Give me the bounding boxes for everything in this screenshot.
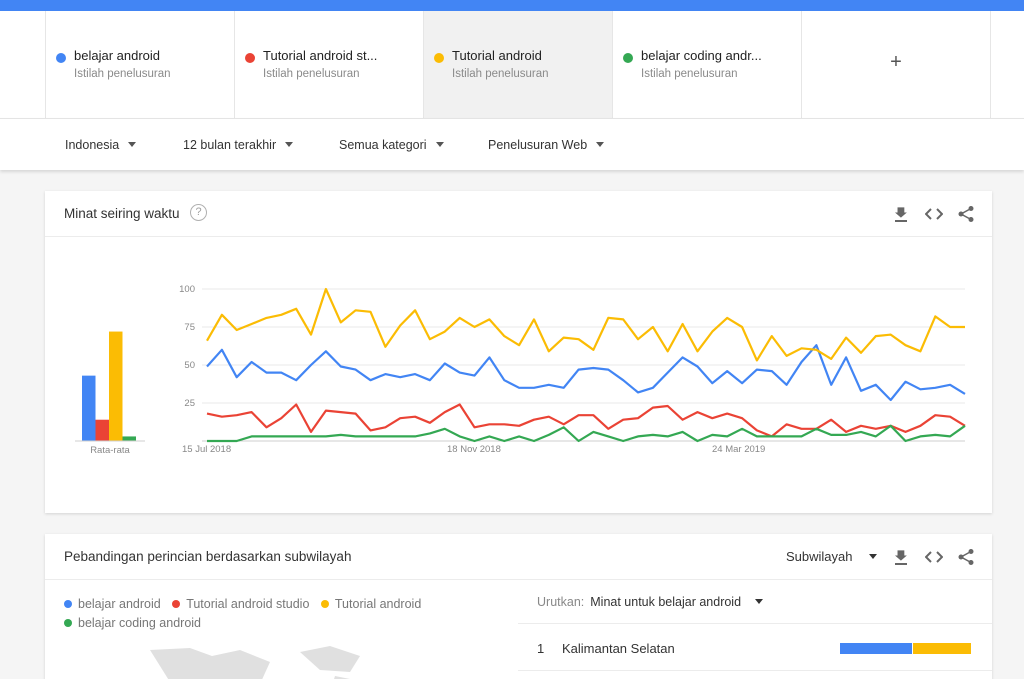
top-accent-bar xyxy=(0,0,1024,11)
card-header: Minat seiring waktu ? xyxy=(45,191,992,237)
term-type: Istilah penelusuran xyxy=(641,68,738,80)
card-header: Pebandingan perincian berdasarkan subwil… xyxy=(45,534,992,580)
period-filter[interactable]: 12 bulan terakhir xyxy=(183,138,294,152)
region-name: Kalimantan Selatan xyxy=(562,641,675,656)
term-name: Tutorial android xyxy=(452,48,542,63)
region-filter[interactable]: Indonesia xyxy=(65,138,137,152)
interest-over-time-card: Minat seiring waktu ? 100 75 50 25 15 Jul 20… xyxy=(45,191,992,513)
search-terms-bar: belajar android Istilah penelusuran Tuto… xyxy=(0,11,1024,118)
average-bar xyxy=(109,331,123,441)
chevron-down-icon xyxy=(128,142,137,148)
legend-dot xyxy=(172,599,181,608)
average-bar xyxy=(82,375,96,441)
term-color-dot xyxy=(245,53,255,63)
term-color-dot xyxy=(623,53,633,63)
embed-icon[interactable] xyxy=(925,548,943,566)
legend-dot xyxy=(320,599,329,608)
average-bar xyxy=(122,436,136,441)
term-color-dot xyxy=(434,53,444,63)
term-type: Istilah penelusuran xyxy=(263,68,360,80)
y-tick-label: 50 xyxy=(184,360,195,371)
category-filter[interactable]: Semua kategori xyxy=(339,138,444,152)
legend-dot xyxy=(64,599,72,608)
sort-control: Urutkan: Minat untuk belajar android xyxy=(537,595,764,609)
term-name: belajar coding andr... xyxy=(641,48,762,63)
legend-item: Tutorial android xyxy=(320,595,422,614)
chevron-down-icon xyxy=(285,142,294,148)
term-name: Tutorial android st... xyxy=(263,48,378,63)
series-line xyxy=(206,344,966,402)
legend-item: belajar coding android xyxy=(64,614,201,633)
map-legend: belajar android Tutorial android studio … xyxy=(64,595,464,633)
download-icon[interactable] xyxy=(892,205,910,223)
plus-icon: + xyxy=(890,51,902,73)
average-label: Rata-rata xyxy=(90,445,130,456)
share-icon[interactable] xyxy=(957,548,975,566)
interest-chart: 100 75 50 25 15 Jul 2018 18 Nov 2018 24 Mar 20… xyxy=(75,284,966,456)
y-tick-label: 100 xyxy=(179,284,195,295)
region-comparison-card: Pebandingan perincian berdasarkan subwil… xyxy=(45,534,992,679)
chevron-down-icon xyxy=(596,142,605,148)
x-tick-label: 18 Nov 2018 xyxy=(447,444,501,455)
add-term-button[interactable]: + xyxy=(801,11,991,118)
term-chip-1[interactable]: belajar android Istilah penelusuran xyxy=(45,11,234,118)
legend-label: Tutorial android studio xyxy=(186,597,310,611)
share-icon[interactable] xyxy=(957,205,975,223)
y-tick-label: 25 xyxy=(184,398,195,409)
chevron-down-icon[interactable] xyxy=(755,599,764,605)
region-map[interactable] xyxy=(150,642,380,679)
legend-dot xyxy=(64,618,72,627)
region-filter-label: Indonesia xyxy=(65,138,120,152)
x-tick-label: 15 Jul 2018 xyxy=(182,444,231,455)
embed-icon[interactable] xyxy=(925,205,943,223)
granularity-select[interactable]: Subwilayah xyxy=(786,549,877,564)
period-filter-label: 12 bulan terakhir xyxy=(183,138,277,152)
series-line xyxy=(206,403,966,438)
chevron-down-icon xyxy=(868,554,877,560)
sort-label: Urutkan: xyxy=(537,595,585,609)
category-filter-label: Semua kategori xyxy=(339,138,427,152)
share-segment xyxy=(913,643,971,654)
search-type-filter-label: Penelusuran Web xyxy=(488,138,588,152)
x-tick-label: 24 Mar 2019 xyxy=(712,444,765,455)
share-segment xyxy=(840,643,912,654)
region-row[interactable]: 1 Kalimantan Selatan xyxy=(518,624,992,671)
card-title: Pebandingan perincian berdasarkan subwil… xyxy=(64,549,352,564)
term-type: Istilah penelusuran xyxy=(452,68,549,80)
chevron-down-icon xyxy=(435,142,444,148)
legend-label: Tutorial android xyxy=(334,597,422,611)
average-bar xyxy=(95,419,109,441)
help-icon[interactable]: ? xyxy=(190,204,207,221)
filter-bar: Indonesia 12 bulan terakhir Semua katego… xyxy=(0,118,1024,170)
legend-label: belajar android xyxy=(78,597,161,611)
series-line xyxy=(206,287,965,362)
term-color-dot xyxy=(56,53,66,63)
region-rank: 1 xyxy=(537,641,545,656)
term-chip-4[interactable]: belajar coding andr... Istilah penelusur… xyxy=(612,11,801,118)
search-type-filter[interactable]: Penelusuran Web xyxy=(488,138,605,152)
series-line xyxy=(207,424,966,443)
term-name: belajar android xyxy=(74,48,161,63)
region-list: 1 Kalimantan Selatan xyxy=(518,623,992,679)
y-tick-label: 75 xyxy=(184,322,195,333)
term-chip-3[interactable]: Tutorial android Istilah penelusuran xyxy=(423,11,612,118)
legend-item: belajar android xyxy=(64,595,161,614)
download-icon[interactable] xyxy=(892,548,910,566)
legend-item: Tutorial android studio xyxy=(172,595,309,614)
sort-select[interactable]: Minat untuk belajar android xyxy=(590,595,742,609)
legend-label: belajar coding android xyxy=(78,616,202,630)
term-type: Istilah penelusuran xyxy=(74,68,171,80)
term-chip-2[interactable]: Tutorial android st... Istilah penelusur… xyxy=(234,11,423,118)
granularity-label: Subwilayah xyxy=(786,549,853,564)
card-title: Minat seiring waktu xyxy=(64,206,180,221)
